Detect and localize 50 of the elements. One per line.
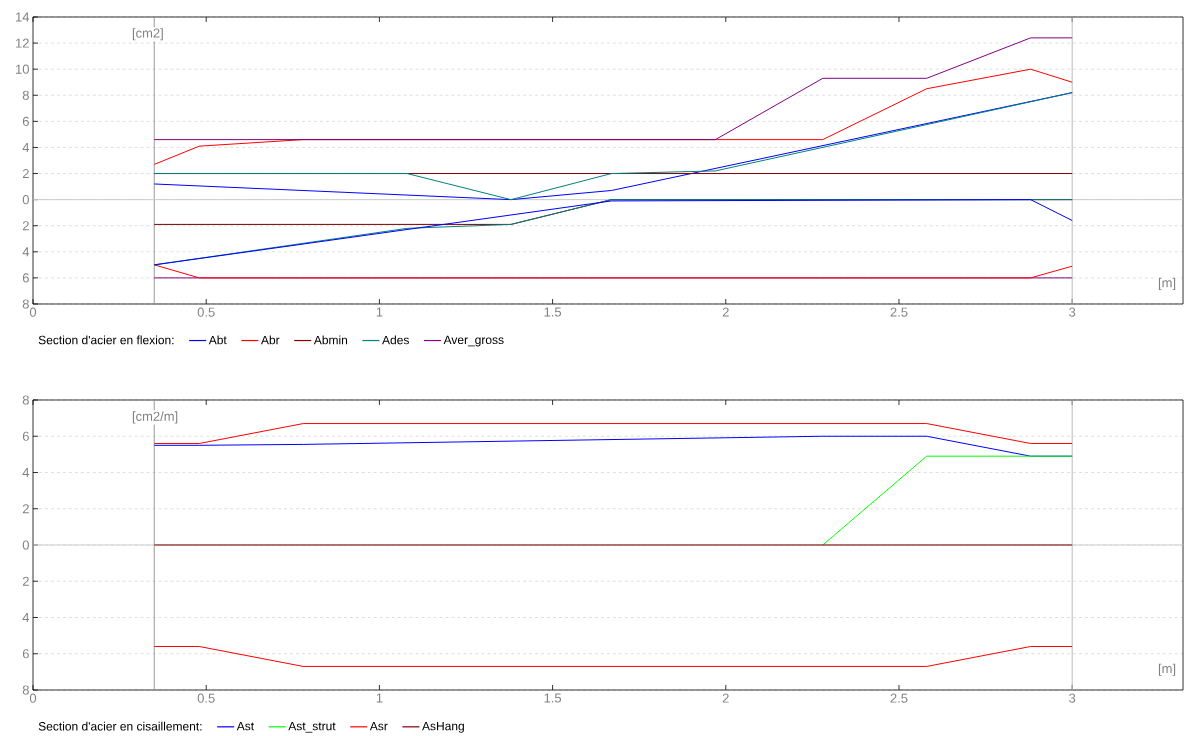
legend-title: Section d'acier en flexion: — [38, 335, 174, 345]
y-tick-label: 8 — [22, 395, 29, 405]
y-tick-label: 2 — [22, 504, 29, 514]
x-tick-label: 3 — [1069, 307, 1076, 317]
y-tick-label: 6 — [22, 649, 29, 659]
y-tick-label: 4 — [22, 468, 30, 478]
x-tick-label: 1.5 — [544, 307, 562, 317]
y-tick-label: 0 — [22, 540, 29, 550]
x-tick-label: 3 — [1069, 693, 1076, 703]
x-tick-label: 0 — [29, 693, 37, 703]
y-tick-label: 8 — [22, 299, 29, 309]
y-tick-label: 4 — [22, 613, 30, 623]
y-tick-label: 6 — [22, 431, 29, 441]
y-tick-label: 6 — [22, 273, 29, 283]
legend-label: AsHang — [422, 722, 464, 733]
x-tick-label: 1 — [376, 693, 383, 703]
y-tick-label: 12 — [16, 38, 29, 48]
y-tick-label: 8 — [22, 685, 29, 695]
x-tick-label: 2.5 — [890, 307, 908, 317]
x-tick-label: 0.5 — [197, 307, 215, 317]
legend-label: Abmin — [313, 335, 348, 345]
y-tick-label: 2 — [22, 576, 29, 586]
legend-title: Section d'acier en cisaillement: — [38, 721, 202, 731]
x-tick-label: 2 — [722, 307, 729, 317]
x-tick-label: 2 — [722, 693, 729, 703]
y-tick-label: 14 — [16, 12, 30, 22]
x-tick-label: 0 — [29, 307, 37, 317]
y-tick-label: 0 — [22, 195, 29, 205]
x-tick-label: 0.5 — [197, 693, 215, 703]
x-axis-title: [m] — [1158, 277, 1176, 291]
y-tick-label: 6 — [22, 116, 29, 126]
y-tick-label: 4 — [22, 247, 30, 257]
legend-label: Asr — [369, 722, 388, 731]
y-tick-label: 10 — [16, 64, 29, 74]
legend-label: Ades — [382, 335, 409, 345]
y-axis-title: [cm2] — [132, 28, 163, 41]
legend-label: Ast — [236, 722, 254, 731]
y-tick-label: 2 — [22, 221, 29, 231]
y-tick-label: 4 — [22, 143, 30, 152]
legend-label: Abr — [260, 335, 280, 345]
legend-label: Abt — [208, 335, 227, 345]
x-tick-label: 2.5 — [890, 693, 908, 703]
legend-label: Ast_strut — [288, 722, 336, 733]
y-axis-title: [cm2/m] — [132, 411, 178, 424]
y-tick-label: 2 — [22, 169, 29, 179]
y-tick-label: 8 — [22, 90, 29, 100]
x-tick-label: 1 — [376, 307, 383, 317]
legend-label: Aver_gross — [443, 335, 504, 347]
x-tick-label: 1.5 — [544, 693, 562, 703]
x-axis-title: [m] — [1158, 663, 1176, 676]
